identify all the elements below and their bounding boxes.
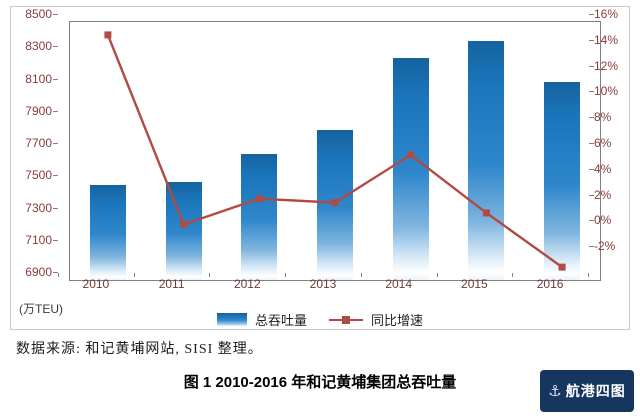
marker-2011 <box>180 221 188 228</box>
right-axis-tick-10%: 10% <box>594 84 619 99</box>
right-axis-tick--2%: -2% <box>594 239 616 254</box>
marker-2013 <box>331 199 339 207</box>
bar-2015 <box>468 41 505 280</box>
right-tickmark <box>589 39 594 41</box>
marker-2010 <box>104 31 112 39</box>
bar-2010 <box>89 184 126 280</box>
legend: 总吞吐量 同比增速 <box>11 310 629 329</box>
legend-line-marker-icon <box>342 316 350 324</box>
x-tickmark <box>512 273 514 277</box>
x-axis-label-2015: 2015 <box>461 277 488 291</box>
plot-area <box>69 21 601 281</box>
right-axis-tick-8%: 8% <box>594 110 612 125</box>
left-axis-tick-8500: 8500 <box>25 7 52 21</box>
x-axis-label-2011: 2011 <box>158 277 185 291</box>
left-tickmark <box>53 110 58 112</box>
figure-caption: 图 1 2010-2016 年和记黄埔集团总吞吐量 <box>183 374 457 391</box>
data-source-note: 数据来源: 和记黄埔网站, SISI 整理。 <box>16 342 263 357</box>
right-tickmark <box>589 143 594 144</box>
right-tickmark <box>589 91 594 93</box>
left-tickmark <box>53 272 58 273</box>
legend-line-label: 同比增速 <box>371 313 424 328</box>
x-axis-label-2013: 2013 <box>309 277 337 291</box>
left-tickmark <box>53 14 58 15</box>
right-axis-tick-2%: 2% <box>594 187 612 202</box>
legend-bar-label: 总吞吐量 <box>254 313 307 328</box>
right-tickmark <box>589 65 594 67</box>
watermark-text: 航港四图 <box>565 383 626 399</box>
bar-2014 <box>392 57 429 280</box>
left-axis-tick-8100: 8100 <box>25 71 52 86</box>
x-axis-label-2016: 2016 <box>536 277 564 291</box>
legend-line-swatch <box>329 313 363 326</box>
chart-frame: (万TEU) 总吞吐量 同比增速 <box>10 6 630 330</box>
right-axis-tick-16%: 16% <box>594 7 619 21</box>
right-axis-tick-12%: 12% <box>594 58 619 73</box>
right-axis-tick-0%: 0% <box>594 213 612 228</box>
x-tickmark <box>209 273 211 277</box>
right-tickmark <box>589 168 594 170</box>
x-tickmark <box>360 273 362 277</box>
left-axis-tick-6900: 6900 <box>25 265 52 279</box>
x-tickmark <box>588 273 589 277</box>
right-tickmark <box>589 14 594 15</box>
left-tickmark <box>53 207 58 209</box>
left-axis-tick-8300: 8300 <box>25 39 52 54</box>
x-tickmark <box>436 273 438 277</box>
anchor-icon: ⚓ <box>548 382 562 400</box>
left-axis-unit-label: (万TEU) <box>19 302 63 316</box>
left-axis-tick-7100: 7100 <box>25 232 52 247</box>
left-axis-tick-7500: 7500 <box>25 168 52 183</box>
bar-2011 <box>165 181 202 280</box>
left-tickmark <box>53 46 58 48</box>
x-axis-label-2010: 2010 <box>82 277 110 291</box>
legend-bar-swatch <box>216 313 247 326</box>
bar-2012 <box>241 154 278 280</box>
right-axis-tick-6%: 6% <box>594 136 612 150</box>
marker-2016 <box>558 263 566 271</box>
watermark-logo: ⚓ 航港四图 <box>540 370 634 412</box>
growth-line <box>104 31 566 271</box>
x-axis-label-2014: 2014 <box>385 277 413 291</box>
left-tickmark <box>53 78 58 80</box>
left-axis-tick-7300: 7300 <box>25 200 52 215</box>
marker-2012 <box>255 195 263 203</box>
right-tickmark <box>589 194 594 196</box>
x-axis-label-2012: 2012 <box>233 277 261 291</box>
left-axis-tick-7900: 7900 <box>25 103 52 118</box>
marker-2014 <box>407 151 415 159</box>
left-tickmark <box>53 175 58 177</box>
right-tickmark <box>589 246 594 248</box>
right-axis-tick-14%: 14% <box>594 32 619 47</box>
left-tickmark <box>53 239 58 241</box>
left-tickmark <box>53 143 58 144</box>
right-axis-tick-4%: 4% <box>594 161 612 176</box>
marker-2015 <box>482 209 490 217</box>
x-tickmark <box>133 273 135 277</box>
x-tickmark <box>58 273 59 277</box>
left-axis-tick-7700: 7700 <box>25 136 52 150</box>
x-tickmark <box>285 273 287 277</box>
right-tickmark <box>589 220 594 222</box>
growth-line-path <box>106 34 563 269</box>
bar-2016 <box>544 81 581 280</box>
right-tickmark <box>589 117 594 119</box>
